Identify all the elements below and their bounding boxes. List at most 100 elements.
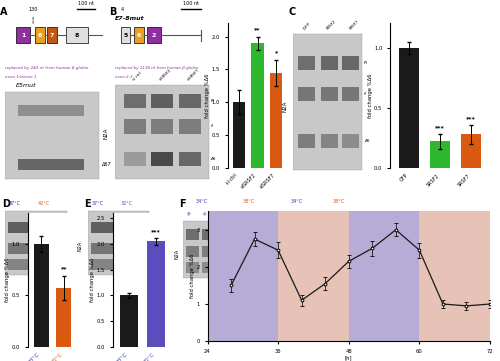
Text: replaced by 1118 nt from human β-globin: replaced by 1118 nt from human β-globin: [115, 66, 198, 70]
Bar: [16, 27, 30, 43]
Bar: [338, 246, 350, 257]
Bar: [88, 211, 149, 275]
Bar: [420, 211, 490, 341]
Bar: [232, 102, 245, 168]
Bar: [216, 229, 229, 240]
Bar: [342, 56, 359, 70]
Y-axis label: fold change %Δ6: fold change %Δ6: [5, 257, 10, 302]
Text: 8: 8: [74, 33, 78, 38]
Bar: [298, 87, 314, 101]
Text: 28: 28: [187, 211, 194, 217]
Bar: [202, 262, 214, 273]
Bar: [320, 134, 338, 148]
Text: N2A: N2A: [175, 249, 180, 259]
Bar: [216, 246, 229, 257]
Text: IR: IR: [368, 231, 372, 235]
Bar: [34, 27, 44, 43]
Bar: [292, 229, 305, 240]
Text: F: F: [178, 199, 186, 209]
Bar: [122, 243, 146, 254]
Text: 32: 32: [202, 211, 209, 217]
Bar: [124, 119, 146, 134]
Bar: [8, 259, 33, 270]
Bar: [338, 229, 350, 240]
Y-axis label: fold change %Δ6: fold change %Δ6: [190, 254, 195, 299]
Text: 100 nt: 100 nt: [183, 1, 199, 6]
Bar: [323, 246, 336, 257]
Bar: [179, 152, 201, 166]
Text: **: **: [60, 266, 67, 271]
Bar: [320, 87, 338, 101]
Text: 42°C: 42°C: [38, 201, 50, 206]
Text: fl: fl: [150, 246, 153, 250]
Text: 64: 64: [327, 211, 334, 217]
Bar: [18, 105, 84, 116]
Text: IGFP: IGFP: [302, 22, 312, 31]
Bar: [147, 27, 161, 43]
Bar: [182, 221, 367, 278]
Bar: [5, 92, 98, 179]
Bar: [247, 229, 260, 240]
Text: siSRSF2: siSRSF2: [159, 68, 173, 81]
Bar: [34, 244, 48, 347]
Text: 34°C: 34°C: [196, 199, 207, 204]
Bar: [122, 222, 146, 234]
Text: replaced by 242 nt from human β-globin: replaced by 242 nt from human β-globin: [5, 66, 88, 70]
Text: N2A: N2A: [104, 128, 109, 139]
Text: [h]: [h]: [368, 218, 374, 222]
Text: 6: 6: [136, 33, 141, 38]
Bar: [262, 262, 274, 273]
Bar: [298, 134, 314, 148]
Bar: [278, 246, 290, 257]
Text: 1: 1: [21, 33, 25, 38]
Text: IR: IR: [150, 225, 154, 229]
Text: 40: 40: [234, 211, 240, 217]
Bar: [120, 27, 130, 43]
Bar: [56, 288, 72, 347]
Text: fl: fl: [368, 249, 371, 253]
Text: 7: 7: [50, 33, 54, 38]
Text: Δ6: Δ6: [68, 263, 73, 267]
Bar: [292, 34, 362, 170]
Text: D: D: [2, 199, 10, 209]
Bar: [47, 27, 56, 43]
Bar: [247, 246, 260, 257]
Bar: [252, 43, 264, 168]
Bar: [202, 246, 214, 257]
Bar: [323, 262, 336, 273]
Text: 44: 44: [249, 211, 256, 217]
Bar: [308, 262, 320, 273]
Bar: [186, 246, 198, 257]
Bar: [278, 262, 290, 273]
Text: Δ6: Δ6: [210, 157, 216, 161]
Bar: [202, 229, 214, 240]
Bar: [398, 48, 419, 168]
Bar: [232, 262, 244, 273]
Bar: [216, 262, 229, 273]
Bar: [134, 27, 143, 43]
Text: 36: 36: [218, 211, 224, 217]
Text: fl: fl: [68, 246, 70, 250]
Bar: [308, 229, 320, 240]
Bar: [179, 94, 201, 108]
Bar: [124, 94, 146, 108]
Text: N2A: N2A: [78, 241, 83, 251]
Bar: [91, 243, 116, 254]
Bar: [262, 246, 274, 257]
Text: 48: 48: [265, 211, 271, 217]
Text: A: A: [0, 7, 7, 17]
Text: 4: 4: [121, 7, 124, 12]
Bar: [18, 159, 84, 170]
Text: 38°C: 38°C: [243, 199, 255, 204]
Bar: [461, 134, 481, 168]
Text: fl: fl: [364, 92, 366, 96]
Text: E5mut: E5mut: [16, 83, 36, 88]
Text: C: C: [288, 7, 296, 17]
Text: B: B: [110, 7, 117, 17]
Bar: [66, 27, 88, 43]
Y-axis label: fold change %Δ6: fold change %Δ6: [368, 73, 372, 118]
Bar: [186, 262, 198, 273]
Bar: [232, 246, 244, 257]
Text: ***: ***: [466, 116, 476, 121]
Bar: [39, 243, 64, 254]
